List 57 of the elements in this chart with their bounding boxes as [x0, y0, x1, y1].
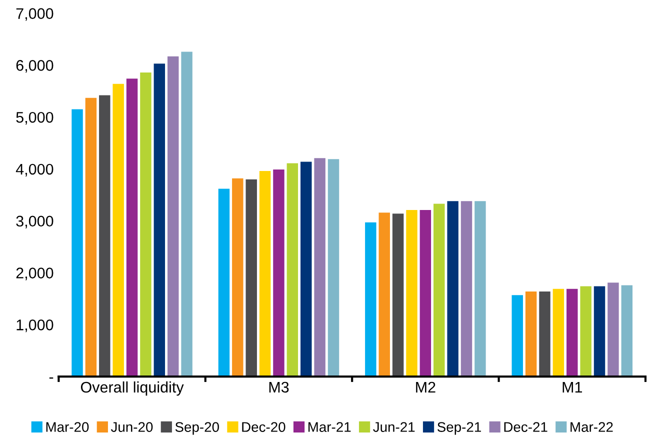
bar [154, 64, 166, 377]
bar [126, 78, 138, 377]
legend-label: Sep-20 [175, 422, 219, 435]
bar [608, 282, 619, 377]
bar [300, 162, 312, 377]
bar [420, 210, 432, 377]
bar [392, 214, 404, 377]
bar [314, 158, 326, 377]
bar [460, 201, 472, 377]
x-tick-label: M3 [269, 382, 289, 393]
y-tick-label: 7,000 [16, 8, 54, 21]
bar [566, 288, 578, 377]
bar [594, 286, 606, 377]
legend-label: Dec-20 [242, 422, 286, 432]
bar [246, 179, 257, 377]
legend-label: Jun-21 [373, 422, 415, 432]
bar [112, 84, 124, 377]
bar [232, 178, 244, 377]
bar [512, 295, 523, 377]
bar [539, 291, 550, 377]
bar [474, 201, 486, 377]
bar [580, 286, 592, 377]
y-tick-label: 3,000 [16, 216, 54, 228]
bar [140, 72, 152, 377]
bar [447, 201, 458, 377]
legend-label: Sep-21 [437, 422, 481, 435]
y-tick-label: - [49, 377, 54, 379]
bar [365, 222, 376, 377]
legend-label: Mar-20 [46, 422, 89, 432]
x-tick-label: M1 [562, 382, 582, 392]
bar [286, 163, 298, 377]
bar [525, 291, 537, 377]
x-tick-label: Overall liquidity [80, 381, 184, 396]
bar [434, 204, 445, 377]
y-tick-label: 6,000 [16, 60, 54, 73]
bar [621, 285, 633, 377]
bar [181, 52, 192, 377]
y-tick-label: 1,000 [16, 320, 54, 332]
legend-label: Jun-20 [110, 422, 153, 432]
bar [259, 171, 271, 377]
bar [72, 109, 83, 377]
legend-label: Dec-21 [504, 422, 548, 432]
x-tick-label: M2 [416, 382, 436, 392]
bar [273, 169, 284, 377]
bar [328, 159, 340, 377]
bar [99, 95, 110, 377]
bar [167, 56, 179, 377]
bar [85, 98, 97, 377]
bar [552, 288, 564, 377]
y-tick-label: 4,000 [16, 164, 54, 176]
legend-label: Mar-21 [308, 422, 351, 432]
bar [218, 188, 230, 377]
y-tick-label: 2,000 [16, 268, 54, 280]
bar [378, 212, 390, 377]
legend-label: Mar-22 [570, 422, 613, 432]
bar [406, 210, 418, 377]
y-tick-label: 5,000 [16, 112, 54, 125]
